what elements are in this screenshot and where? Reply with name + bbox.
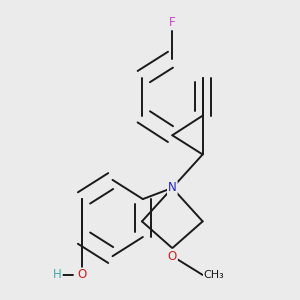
Text: H: H	[53, 268, 62, 281]
Text: O: O	[168, 250, 177, 263]
Text: F: F	[169, 16, 175, 29]
Text: N: N	[168, 182, 177, 194]
Text: O: O	[78, 268, 87, 281]
Text: CH₃: CH₃	[203, 270, 224, 280]
